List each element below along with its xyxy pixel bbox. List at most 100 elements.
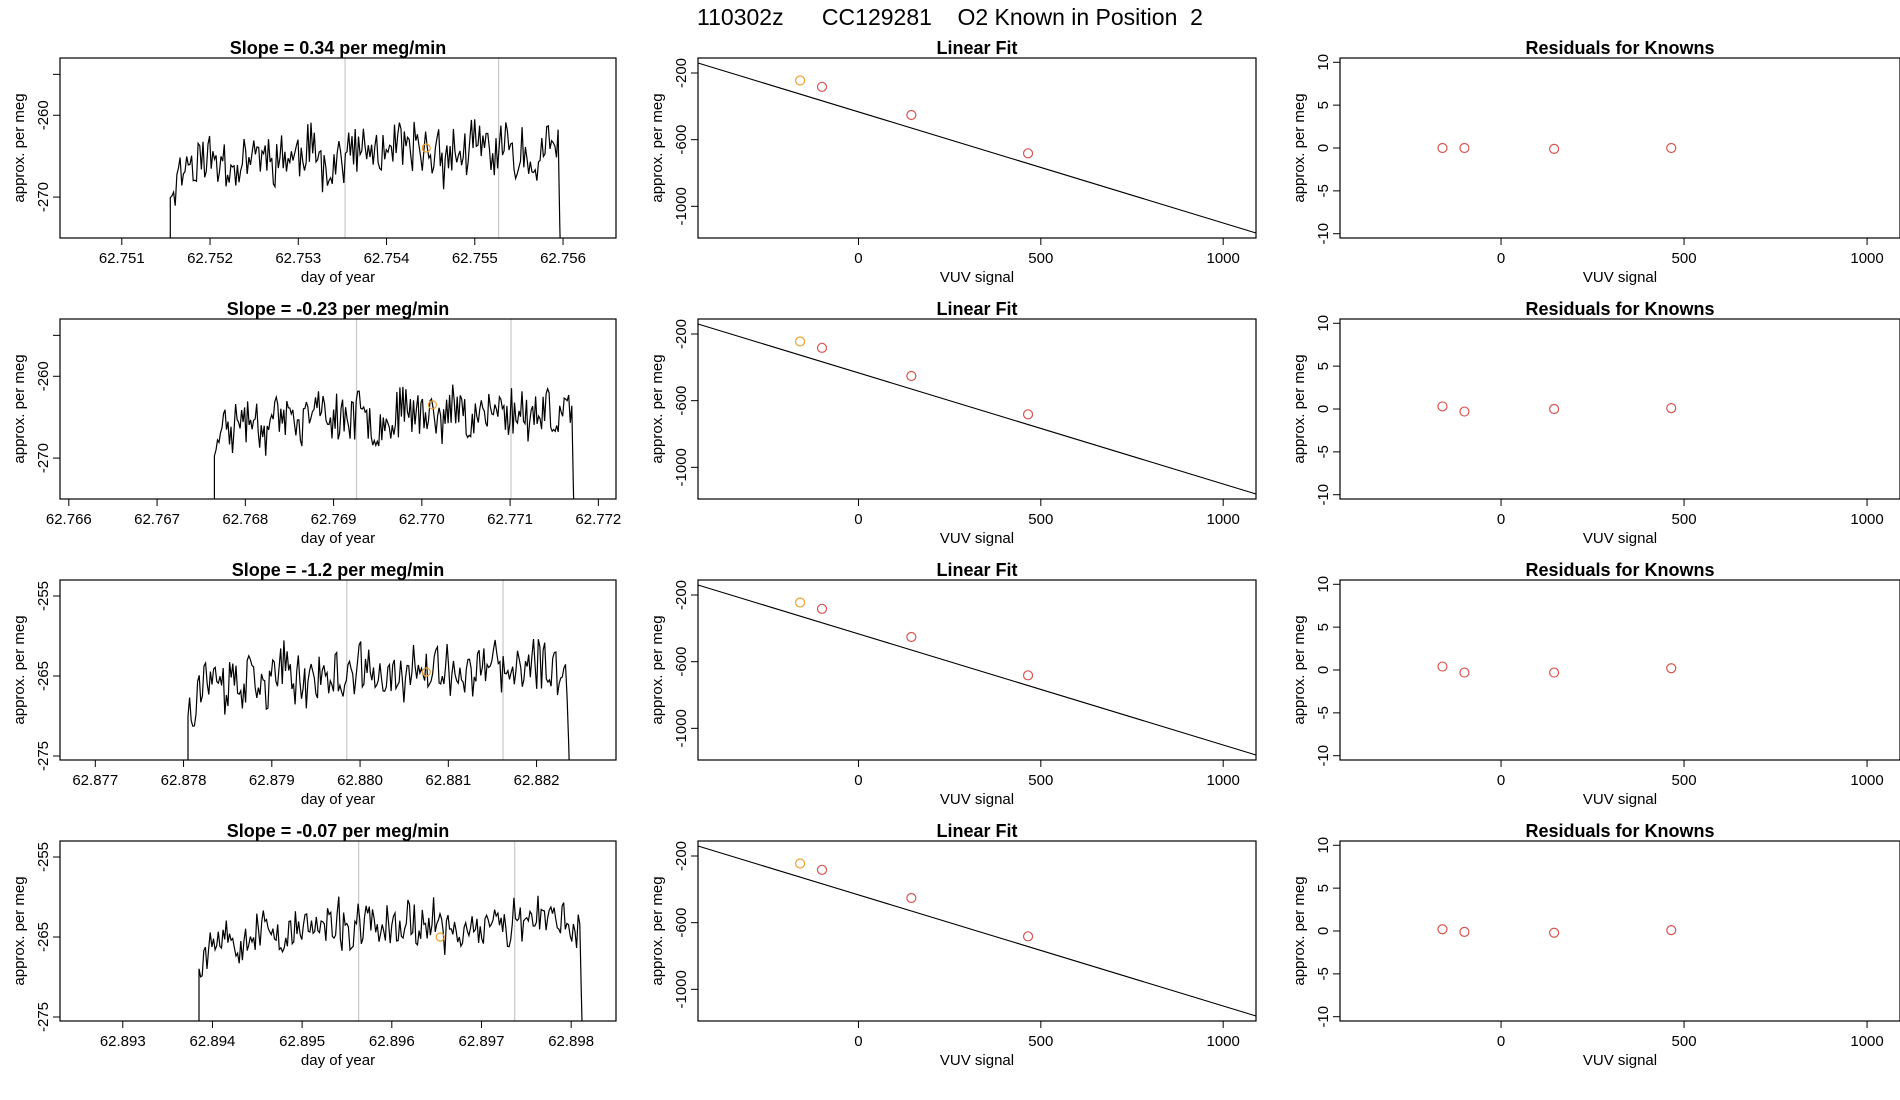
y-axis-label: approx. per meg	[649, 876, 666, 985]
y-tick-label: -275	[35, 1002, 52, 1032]
y-tick-label: 0	[1315, 405, 1332, 413]
x-tick-label: 500	[1028, 1033, 1053, 1050]
y-tick-label: -10	[1315, 745, 1332, 767]
x-tick-label: 500	[1672, 511, 1697, 528]
chart-title: Linear Fit	[936, 821, 1017, 841]
signal-line	[198, 895, 583, 1021]
data-point	[795, 597, 806, 608]
x-tick-label: 1000	[1206, 772, 1239, 789]
x-tick-label: 1000	[1206, 250, 1239, 267]
x-tick-label: 62.895	[279, 1033, 325, 1050]
y-tick-label: -200	[673, 580, 690, 610]
x-tick-label: 0	[854, 511, 862, 528]
data-point	[1666, 925, 1677, 936]
chart-title: Residuals for Knowns	[1525, 560, 1714, 580]
x-axis-label: VUV signal	[1583, 791, 1657, 808]
y-axis-label: approx. per meg	[649, 354, 666, 463]
x-tick-label: 1000	[1850, 772, 1883, 789]
y-axis-label: approx. per meg	[1291, 615, 1308, 724]
x-tick-label: 62.771	[487, 511, 533, 528]
data-point	[1666, 142, 1677, 154]
y-tick-label: -260	[35, 361, 52, 391]
y-tick-label: -1000	[673, 970, 690, 1008]
data-point	[1459, 142, 1470, 154]
y-axis-label: approx. per meg	[1291, 354, 1308, 463]
y-tick-label: -270	[35, 443, 52, 473]
chart-panel-linear-fit: Linear Fit 0 500 1000 -1000 -600 -200 VUV signa…	[649, 560, 1257, 808]
y-tick-label: -265	[35, 661, 52, 691]
chart-title: Residuals for Knowns	[1525, 38, 1714, 58]
x-tick-label: 0	[854, 1033, 862, 1050]
y-tick-label: -600	[673, 908, 690, 938]
x-axis-label: day of year	[301, 530, 375, 547]
signal-marker-point	[421, 667, 431, 677]
chart-panel-linear-fit: Linear Fit 0 500 1000 -1000 -600 -200 VUV signa…	[649, 821, 1257, 1069]
x-tick-label: 62.755	[452, 250, 498, 267]
plot-frame	[1339, 579, 1900, 761]
data-point	[795, 336, 806, 347]
x-tick-label: 500	[1672, 772, 1697, 789]
plot-frame	[59, 57, 617, 239]
data-point	[816, 603, 828, 614]
x-tick-label: 62.881	[425, 772, 471, 789]
signal-marker-point	[421, 143, 431, 153]
data-point	[816, 342, 828, 353]
chart-panel-linear-fit: Linear Fit 0 500 1000 -1000 -600 -200 VUV signa…	[649, 299, 1257, 547]
y-tick-label: -260	[35, 100, 52, 130]
x-axis-label: day of year	[301, 1052, 375, 1069]
y-tick-label: -10	[1315, 484, 1332, 506]
x-tick-label: 1000	[1850, 1033, 1883, 1050]
x-axis-label: day of year	[301, 791, 375, 808]
x-tick-label: 0	[1497, 511, 1505, 528]
x-axis-label: VUV signal	[940, 791, 1014, 808]
x-tick-label: 0	[854, 772, 862, 789]
x-tick-label: 1000	[1206, 1033, 1239, 1050]
y-axis-label: approx. per meg	[1291, 93, 1308, 202]
x-tick-label: 62.767	[134, 511, 180, 528]
y-tick-label: 5	[1315, 101, 1332, 109]
y-tick-label: -10	[1315, 1006, 1332, 1028]
data-point	[906, 370, 917, 382]
x-tick-label: 62.878	[161, 772, 207, 789]
y-tick-label: -265	[35, 922, 52, 952]
y-tick-label: -1000	[673, 187, 690, 225]
y-axis-label: approx. per meg	[11, 354, 28, 463]
y-axis-label: approx. per meg	[649, 93, 666, 202]
y-tick-label: 0	[1315, 144, 1332, 152]
x-tick-label: 62.896	[369, 1033, 415, 1050]
x-axis-label: day of year	[301, 269, 375, 286]
fit-line	[697, 62, 1257, 234]
plot-area	[169, 58, 561, 238]
signal-line	[213, 384, 575, 499]
x-tick-label: 62.751	[99, 250, 145, 267]
data-point	[1437, 142, 1448, 154]
plot-area	[187, 580, 570, 760]
data-point	[795, 858, 806, 869]
y-axis-label: approx. per meg	[1291, 876, 1308, 985]
x-tick-label: 62.752	[187, 250, 233, 267]
y-tick-label: 10	[1315, 837, 1332, 854]
y-tick-label: -10	[1315, 223, 1332, 245]
y-axis-label: approx. per meg	[11, 615, 28, 724]
y-tick-label: 10	[1315, 315, 1332, 332]
data-point	[1459, 667, 1470, 678]
chart-title: Residuals for Knowns	[1525, 821, 1714, 841]
x-tick-label: 500	[1028, 511, 1053, 528]
chart-panel-time-series: Slope = -0.07 per meg/min 62.893 62.894 62.…	[11, 821, 617, 1069]
x-tick-label: 62.770	[399, 511, 445, 528]
plot-frame	[1339, 840, 1900, 1022]
data-point	[1022, 148, 1034, 159]
x-tick-label: 1000	[1850, 250, 1883, 267]
y-tick-label: -1000	[673, 709, 690, 747]
y-tick-label: -255	[35, 581, 52, 611]
y-tick-label: -275	[35, 741, 52, 771]
fit-line	[697, 584, 1257, 756]
y-tick-label: -270	[35, 182, 52, 212]
x-tick-label: 62.753	[275, 250, 321, 267]
plot-frame	[697, 840, 1257, 1022]
x-tick-label: 0	[1497, 250, 1505, 267]
plot-area	[198, 841, 583, 1021]
page-title: 110302z CC129281 O2 Known in Position 2	[697, 4, 1203, 30]
y-tick-label: 10	[1315, 576, 1332, 593]
data-point	[816, 81, 828, 92]
